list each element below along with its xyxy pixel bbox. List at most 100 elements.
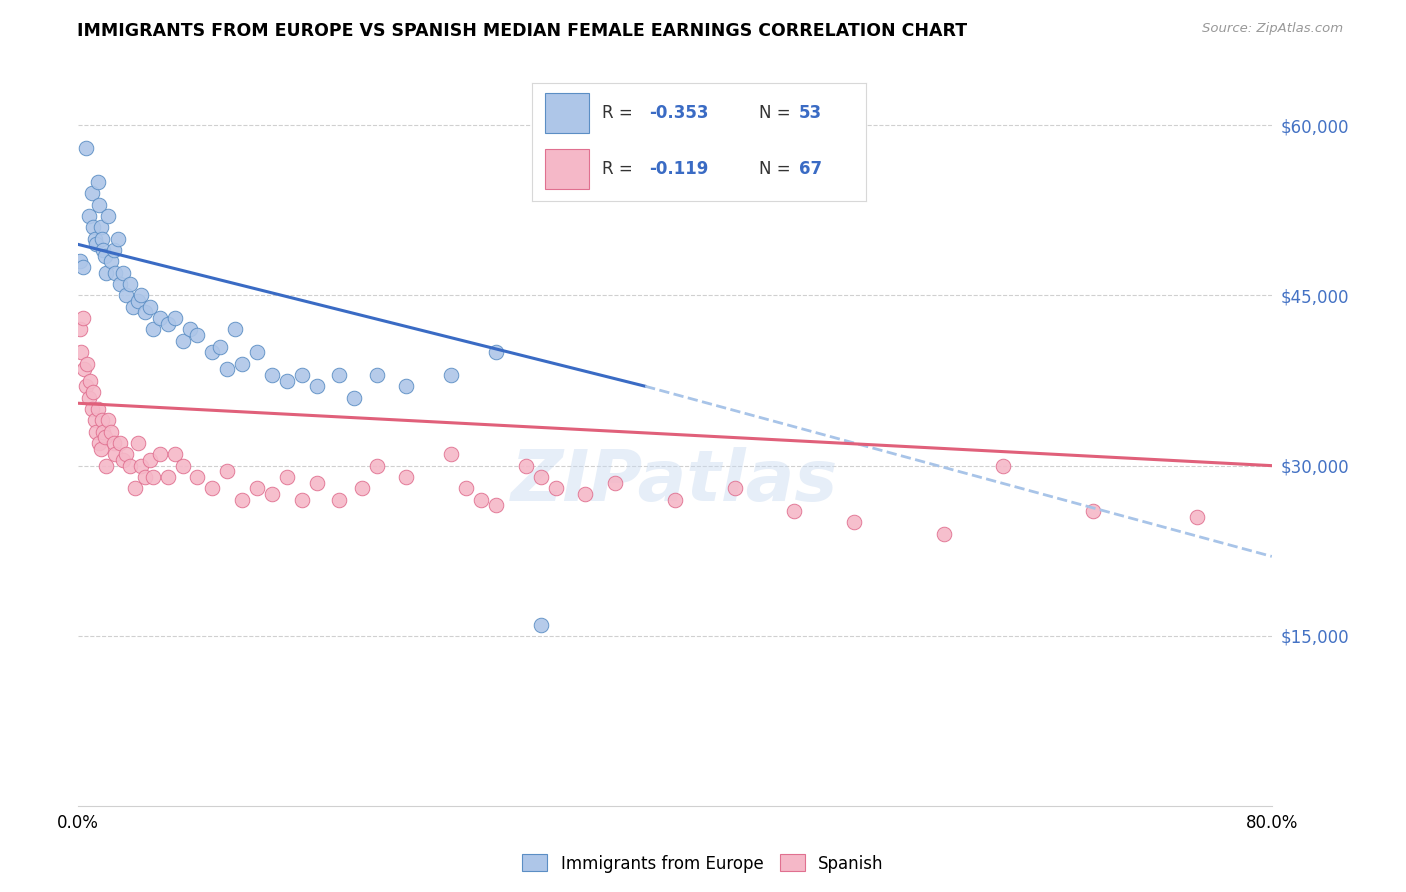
- Point: [115, 288, 138, 302]
- Point: [72, 311, 94, 326]
- Point: [129, 288, 152, 302]
- Point: [276, 374, 298, 388]
- Point: [77, 209, 100, 223]
- Point: [993, 458, 1015, 473]
- Point: [156, 470, 179, 484]
- Point: [366, 368, 388, 382]
- Point: [343, 391, 366, 405]
- Point: [440, 368, 463, 382]
- Point: [122, 300, 145, 314]
- Point: [172, 334, 194, 348]
- Point: [104, 266, 127, 280]
- Point: [96, 458, 118, 473]
- Point: [89, 220, 111, 235]
- Text: ZIPatlas: ZIPatlas: [512, 447, 838, 516]
- Point: [201, 481, 224, 495]
- Point: [82, 384, 104, 399]
- Point: [111, 453, 134, 467]
- Point: [94, 249, 117, 263]
- Legend: Immigrants from Europe, Spanish: Immigrants from Europe, Spanish: [516, 847, 890, 880]
- Point: [842, 516, 865, 530]
- Point: [544, 481, 567, 495]
- Point: [124, 481, 146, 495]
- Point: [69, 254, 91, 268]
- Point: [574, 487, 596, 501]
- Point: [103, 436, 125, 450]
- Point: [87, 436, 110, 450]
- Point: [134, 305, 156, 319]
- Point: [395, 379, 418, 393]
- Point: [91, 232, 114, 246]
- Point: [69, 322, 91, 336]
- Point: [440, 447, 463, 461]
- Point: [83, 232, 105, 246]
- Point: [83, 413, 105, 427]
- Point: [75, 141, 97, 155]
- Point: [470, 492, 492, 507]
- Point: [724, 481, 747, 495]
- Point: [172, 458, 194, 473]
- Point: [72, 260, 94, 274]
- Point: [84, 237, 107, 252]
- Point: [165, 447, 187, 461]
- Point: [129, 458, 152, 473]
- Point: [70, 345, 93, 359]
- Point: [1081, 504, 1104, 518]
- Point: [276, 470, 298, 484]
- Point: [142, 470, 165, 484]
- Point: [139, 453, 162, 467]
- Point: [328, 368, 350, 382]
- Text: Source: ZipAtlas.com: Source: ZipAtlas.com: [1202, 22, 1343, 36]
- Point: [246, 345, 269, 359]
- Point: [186, 470, 208, 484]
- Point: [664, 492, 686, 507]
- Point: [366, 458, 388, 473]
- Text: IMMIGRANTS FROM EUROPE VS SPANISH MEDIAN FEMALE EARNINGS CORRELATION CHART: IMMIGRANTS FROM EUROPE VS SPANISH MEDIAN…: [77, 22, 967, 40]
- Point: [82, 220, 104, 235]
- Point: [217, 464, 239, 478]
- Point: [231, 492, 253, 507]
- Point: [97, 413, 120, 427]
- Point: [91, 413, 114, 427]
- Point: [783, 504, 806, 518]
- Point: [134, 470, 156, 484]
- Point: [86, 175, 108, 189]
- Point: [76, 357, 98, 371]
- Point: [605, 475, 627, 490]
- Point: [328, 492, 350, 507]
- Point: [231, 357, 253, 371]
- Point: [104, 447, 127, 461]
- Point: [485, 345, 508, 359]
- Point: [305, 475, 328, 490]
- Point: [149, 311, 172, 326]
- Point: [77, 391, 100, 405]
- Point: [530, 617, 553, 632]
- Point: [139, 300, 162, 314]
- Point: [79, 374, 101, 388]
- Point: [305, 379, 328, 393]
- Point: [80, 186, 103, 201]
- Point: [84, 425, 107, 439]
- Point: [120, 458, 142, 473]
- Point: [932, 526, 955, 541]
- Point: [395, 470, 418, 484]
- Point: [217, 362, 239, 376]
- Point: [224, 322, 246, 336]
- Point: [115, 447, 138, 461]
- Point: [93, 243, 115, 257]
- Point: [100, 425, 122, 439]
- Point: [103, 243, 125, 257]
- Point: [246, 481, 269, 495]
- Point: [530, 470, 553, 484]
- Point: [108, 436, 131, 450]
- Point: [291, 368, 314, 382]
- Point: [94, 430, 117, 444]
- Point: [89, 442, 111, 456]
- Point: [515, 458, 537, 473]
- Point: [454, 481, 477, 495]
- Point: [142, 322, 165, 336]
- Point: [100, 254, 122, 268]
- Point: [97, 209, 120, 223]
- Point: [108, 277, 131, 292]
- Point: [120, 277, 142, 292]
